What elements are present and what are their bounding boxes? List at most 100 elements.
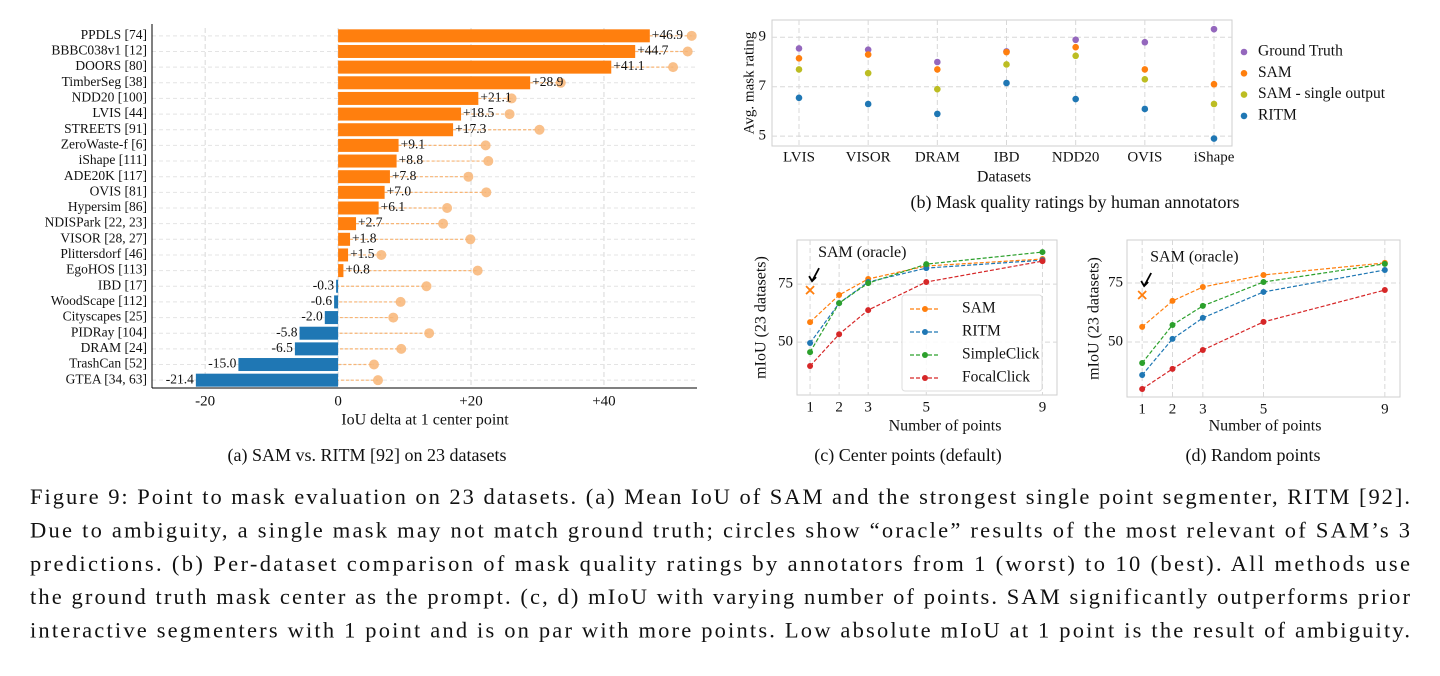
- value-label: +1.8: [352, 230, 377, 245]
- bar: [294, 342, 339, 356]
- oracle-point: [372, 375, 383, 386]
- x-tick-label: 0: [334, 393, 342, 409]
- category-label: ZeroWaste-f [6]: [61, 136, 147, 151]
- value-label: -15.0: [208, 356, 236, 371]
- bar: [338, 201, 379, 215]
- bar: [238, 358, 339, 372]
- x-tick-label: 2: [1169, 401, 1177, 417]
- point: [1210, 100, 1218, 108]
- oracle-point: [424, 328, 435, 339]
- legend-marker: [922, 352, 928, 358]
- point: [1260, 318, 1267, 325]
- point: [1072, 36, 1079, 44]
- legend-marker: [1240, 91, 1248, 98]
- point: [1169, 321, 1176, 328]
- subcaption: (d) Random points: [1186, 445, 1321, 466]
- bar: [195, 373, 339, 387]
- point: [1169, 365, 1176, 372]
- oracle-marker: [1137, 290, 1147, 300]
- point: [1141, 66, 1149, 73]
- y-tick-label: 75: [778, 276, 793, 292]
- value-label: -0.6: [311, 293, 333, 308]
- point: [1210, 80, 1218, 88]
- x-tick-label: 1: [1138, 401, 1146, 417]
- bar: [299, 326, 339, 340]
- value-label: -21.4: [166, 371, 194, 386]
- oracle-point: [504, 109, 515, 120]
- legend-label: Ground Truth: [1258, 43, 1343, 60]
- legend-marker: [1240, 70, 1248, 77]
- value-label: +7.0: [387, 183, 412, 198]
- oracle-point: [534, 124, 545, 135]
- point: [1199, 314, 1206, 321]
- point: [836, 291, 843, 298]
- point: [1003, 61, 1010, 68]
- y-axis-label: mIoU (23 datasets): [753, 256, 770, 379]
- legend-label: RITM: [1258, 106, 1297, 123]
- x-tick-label: iShape: [1194, 149, 1235, 165]
- point: [1039, 258, 1046, 265]
- oracle-point: [442, 203, 453, 213]
- category-label: DOORS [80]: [75, 58, 147, 73]
- category-label: PPDLS [74]: [81, 27, 147, 42]
- point: [795, 94, 803, 102]
- y-tick-label: 75: [1108, 274, 1123, 290]
- legend-label: SimpleClick: [962, 346, 1040, 363]
- legend-label: FocalClick: [962, 369, 1030, 386]
- point: [1072, 52, 1079, 60]
- subcaption: (b) Mask quality ratings by human annota…: [911, 192, 1240, 213]
- legend-label: SAM: [962, 300, 996, 317]
- category-label: iShape [111]: [79, 152, 147, 167]
- point: [1260, 288, 1267, 295]
- x-axis-label: IoU delta at 1 center point: [341, 412, 509, 429]
- bar: [334, 295, 339, 309]
- x-tick-label: DRAM: [915, 149, 960, 165]
- caption-line: Figure 9: Point to mask evaluation on 23…: [30, 484, 1410, 509]
- value-label: +0.8: [345, 262, 370, 277]
- oracle-point: [465, 234, 476, 245]
- point: [1072, 43, 1079, 51]
- bar: [338, 91, 479, 105]
- point: [934, 85, 941, 93]
- point: [807, 340, 814, 347]
- legend-label: SAM - single output: [1258, 85, 1386, 102]
- bar: [336, 279, 339, 293]
- oracle-point: [396, 343, 407, 354]
- point: [934, 110, 941, 118]
- y-tick-label: 9: [759, 29, 767, 45]
- legend-marker: [1240, 112, 1248, 120]
- caption-line: the ground truth mask center as the prom…: [30, 584, 1410, 609]
- point: [1260, 279, 1267, 286]
- category-label: NDISPark [22, 23]: [45, 215, 147, 230]
- point: [864, 100, 872, 108]
- y-axis-label: mIoU (23 datasets): [1086, 257, 1103, 380]
- oracle-point: [438, 218, 449, 229]
- y-tick-label: 5: [759, 128, 767, 144]
- point: [795, 54, 803, 62]
- point: [934, 66, 941, 73]
- oracle-point: [686, 30, 697, 41]
- point: [1141, 38, 1149, 46]
- value-label: +17.3: [455, 121, 486, 136]
- category-label: STREETS [91]: [64, 121, 147, 136]
- point: [1210, 25, 1218, 33]
- point: [1139, 323, 1146, 330]
- oracle-point: [463, 171, 474, 182]
- oracle-point: [395, 296, 406, 307]
- oracle-point: [421, 281, 432, 292]
- oracle-point: [472, 265, 483, 276]
- point: [836, 300, 843, 307]
- value-label: +46.9: [652, 27, 683, 42]
- oracle-point: [480, 140, 491, 151]
- point: [1169, 297, 1176, 304]
- legend-label: SAM: [1258, 64, 1292, 81]
- point: [1039, 249, 1046, 256]
- point: [864, 51, 872, 58]
- point: [807, 319, 814, 326]
- oracle-point: [388, 312, 399, 323]
- plot-frame: [771, 19, 1233, 147]
- x-axis-label: Number of points: [889, 418, 1002, 435]
- point: [1139, 385, 1146, 392]
- point: [1139, 372, 1146, 379]
- oracle-point: [506, 93, 517, 104]
